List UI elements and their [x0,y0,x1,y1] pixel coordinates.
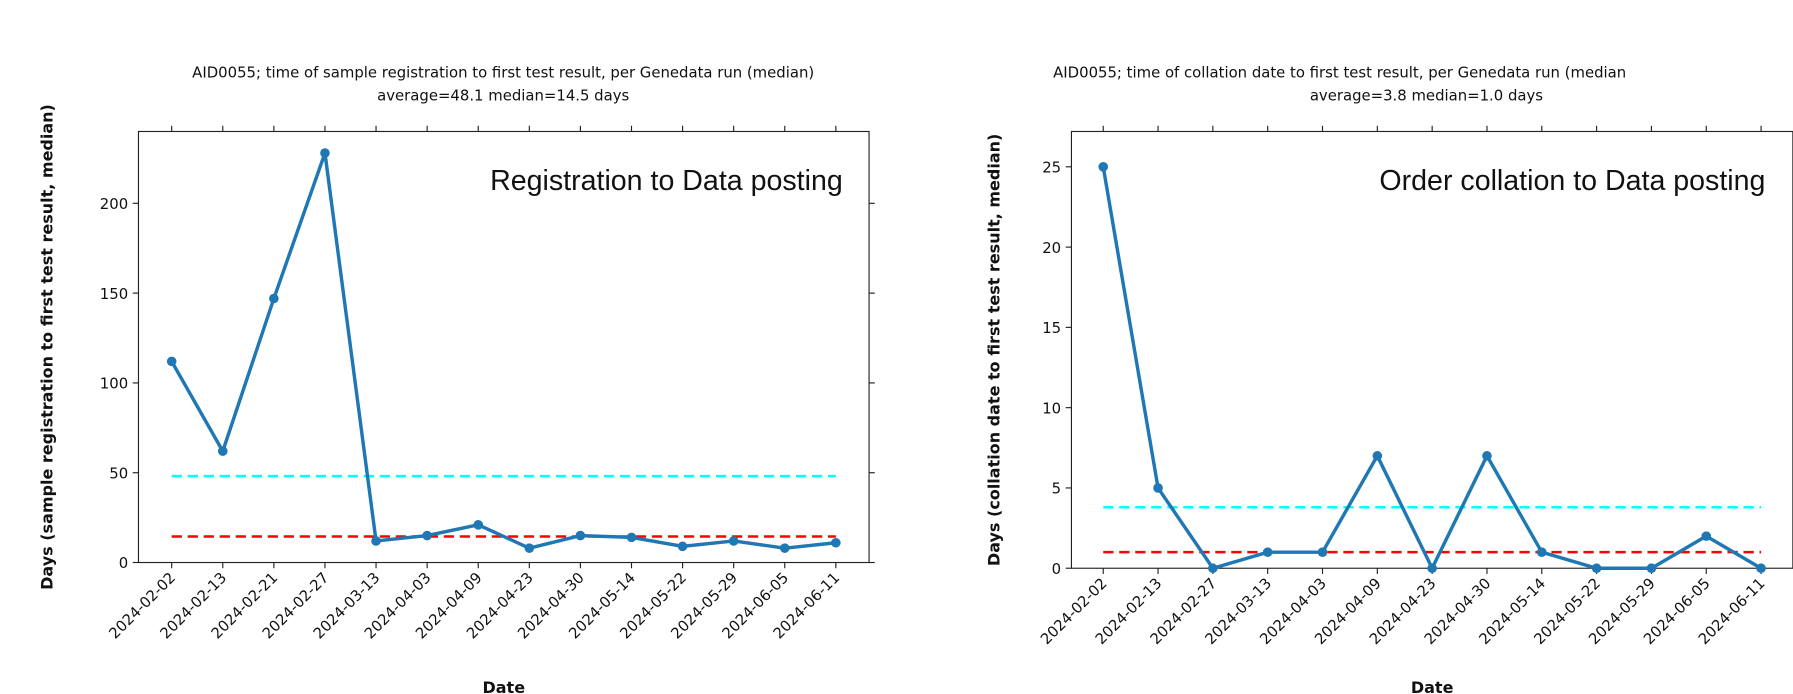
chart-title: AID0055; time of collation date to first… [1053,64,1626,82]
data-point [575,530,586,541]
data-point [1098,162,1109,172]
y-tick-label: 10 [1042,399,1061,417]
y-tick-label: 0 [119,554,128,572]
data-point [269,293,279,304]
chart-subtitle: average=3.8 median=1.0 days [1310,87,1543,105]
data-point [422,530,432,541]
y-tick-label: 20 [1042,239,1061,257]
annotation: Order collation to Data posting [1379,165,1765,197]
y-tick-label: 200 [100,195,128,213]
y-tick-label: 50 [109,464,128,482]
y-axis-label: Days (sample registration to first test … [38,104,57,590]
data-point [1153,483,1163,493]
y-tick-label: 0 [1052,560,1061,578]
annotation: Registration to Data posting [490,165,843,197]
data-point [371,536,381,546]
y-tick-label: 25 [1042,159,1061,177]
data-point [677,541,688,552]
data-point [1756,563,1766,574]
x-axis-label: Date [482,678,525,694]
data-point [524,543,535,553]
y-axis-label: Days (collation date to first test resul… [984,134,1003,566]
data-point [1317,547,1328,557]
data-point [831,537,841,548]
data-point [1372,451,1383,461]
data-point [1482,451,1492,461]
data-point [1262,547,1273,557]
x-axis-label: Date [1411,678,1454,694]
data-point [779,543,790,553]
chart-subtitle: average=48.1 median=14.5 days [377,87,629,105]
y-tick-label: 150 [100,285,128,303]
y-tick-label: 100 [100,375,128,393]
data-point [1591,563,1602,574]
data-point [320,148,330,158]
data-point [1646,563,1657,574]
data-point [1536,547,1547,557]
data-line [170,152,837,550]
y-tick-label: 15 [1042,319,1061,337]
data-point [217,446,228,456]
plot-frame [1070,130,1793,569]
y-tick-label: 5 [1052,480,1061,498]
chart-title: AID0055; time of sample registration to … [192,64,814,82]
data-point [1208,563,1218,574]
data-point [728,536,739,546]
data-point [1701,531,1712,541]
plot-frame [137,130,870,564]
data-point [166,356,177,367]
data-point [1427,563,1437,574]
data-point [626,532,637,543]
data-point [473,519,484,530]
